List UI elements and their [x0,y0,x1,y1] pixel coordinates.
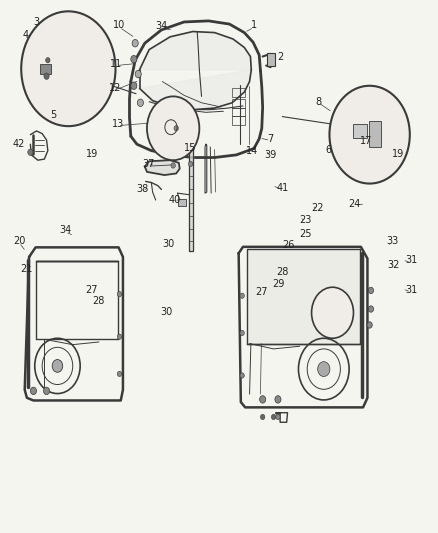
Circle shape [240,330,244,336]
Text: 4: 4 [23,30,29,41]
Text: 33: 33 [387,236,399,246]
Text: 11: 11 [110,60,123,69]
Text: 10: 10 [113,20,126,30]
Text: 5: 5 [50,110,56,120]
Text: 37: 37 [142,159,155,169]
Text: 22: 22 [311,203,324,213]
Circle shape [275,395,281,403]
Text: 39: 39 [265,150,277,160]
Polygon shape [140,31,251,110]
Circle shape [311,287,353,338]
Text: 30: 30 [162,239,175,249]
Text: 13: 13 [112,119,124,129]
FancyBboxPatch shape [353,124,367,139]
Text: 38: 38 [137,184,149,195]
Text: 32: 32 [388,261,400,270]
Text: 34: 34 [59,225,71,236]
Circle shape [261,414,265,419]
Polygon shape [247,249,360,344]
Circle shape [131,82,137,90]
Text: 25: 25 [299,229,312,239]
Text: 8: 8 [315,96,321,107]
Circle shape [329,86,410,183]
Circle shape [138,99,144,107]
Text: 14: 14 [246,146,258,156]
Circle shape [30,387,36,394]
Circle shape [52,360,63,372]
Text: 31: 31 [405,255,417,265]
Circle shape [117,371,122,376]
Text: 1: 1 [251,20,257,30]
Circle shape [44,73,49,79]
Text: 30: 30 [160,306,173,317]
Circle shape [368,287,374,294]
Circle shape [135,70,141,78]
Circle shape [188,161,193,166]
Text: 19: 19 [392,149,404,159]
Text: 21: 21 [21,264,33,274]
Text: 3: 3 [33,17,39,27]
Circle shape [368,306,374,312]
Circle shape [240,293,244,298]
Text: 6: 6 [325,144,331,155]
Text: 29: 29 [272,279,284,288]
Circle shape [147,96,199,160]
Circle shape [28,149,33,156]
Circle shape [276,414,280,419]
Text: 7: 7 [267,134,274,144]
Circle shape [117,292,122,297]
Text: 23: 23 [299,215,311,225]
Circle shape [260,395,266,403]
FancyBboxPatch shape [268,53,276,66]
Circle shape [272,414,276,419]
Text: 12: 12 [109,83,121,93]
Text: 40: 40 [168,195,180,205]
Circle shape [171,163,175,168]
Circle shape [174,126,178,131]
Circle shape [131,55,137,63]
Text: 31: 31 [405,286,417,295]
Text: 34: 34 [155,21,167,31]
Text: 27: 27 [255,287,268,297]
Text: 41: 41 [276,183,289,193]
Text: 28: 28 [276,267,289,277]
Circle shape [46,58,50,63]
Circle shape [318,362,330,376]
FancyBboxPatch shape [177,199,186,206]
Text: 20: 20 [13,236,25,246]
Text: 26: 26 [283,240,295,250]
Text: 17: 17 [360,135,373,146]
Polygon shape [189,146,193,251]
Text: 28: 28 [93,296,105,306]
Circle shape [367,322,372,328]
Text: 24: 24 [348,199,360,209]
Circle shape [21,11,116,126]
Circle shape [132,39,138,47]
Text: 2: 2 [277,52,283,61]
Circle shape [240,373,244,378]
Text: 42: 42 [13,139,25,149]
FancyBboxPatch shape [369,121,381,148]
Text: 27: 27 [85,286,98,295]
Polygon shape [145,160,180,175]
Text: 19: 19 [86,149,99,159]
Circle shape [117,334,122,340]
FancyBboxPatch shape [40,64,51,74]
Circle shape [43,387,49,394]
Text: 15: 15 [184,143,197,154]
